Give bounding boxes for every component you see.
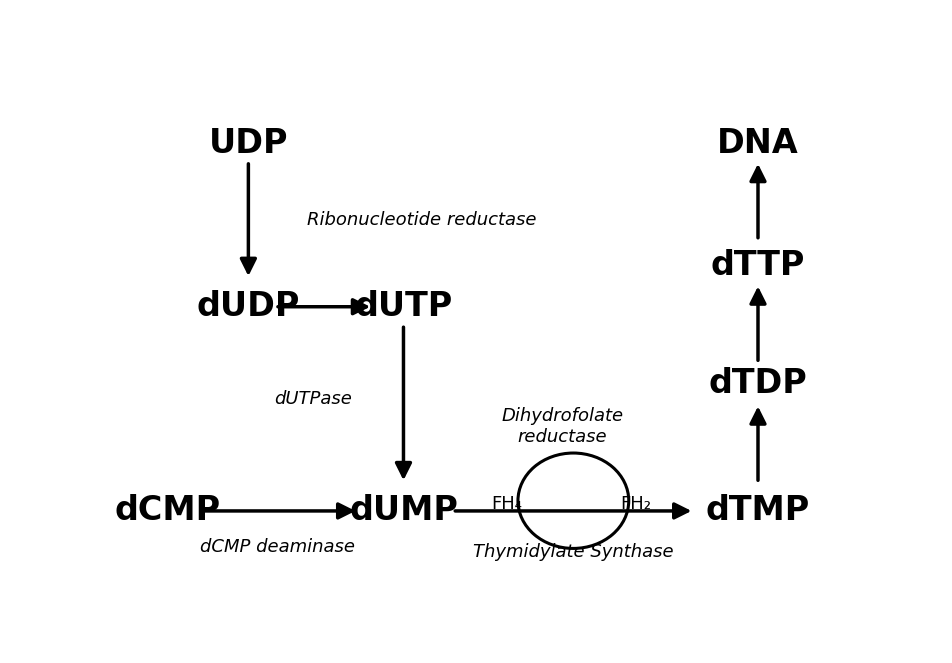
Text: dCMP: dCMP [114,495,220,528]
Text: dUTPase: dUTPase [273,390,351,408]
Text: dUDP: dUDP [196,290,300,324]
Text: DNA: DNA [716,127,798,160]
Text: dUMP: dUMP [348,495,457,528]
Text: dTDP: dTDP [708,367,806,400]
Text: dTMP: dTMP [705,495,809,528]
Text: dTTP: dTTP [710,249,804,282]
Text: dCMP deaminase: dCMP deaminase [200,538,355,556]
Text: dUTP: dUTP [354,290,452,324]
Text: Thymidylate Synthase: Thymidylate Synthase [472,543,673,561]
Text: FH₄: FH₄ [491,495,522,513]
Text: UDP: UDP [208,127,288,160]
Text: FH₂: FH₂ [620,495,651,513]
Text: Ribonucleotide reductase: Ribonucleotide reductase [307,211,536,229]
Text: Dihydrofolate
reductase: Dihydrofolate reductase [501,407,623,446]
